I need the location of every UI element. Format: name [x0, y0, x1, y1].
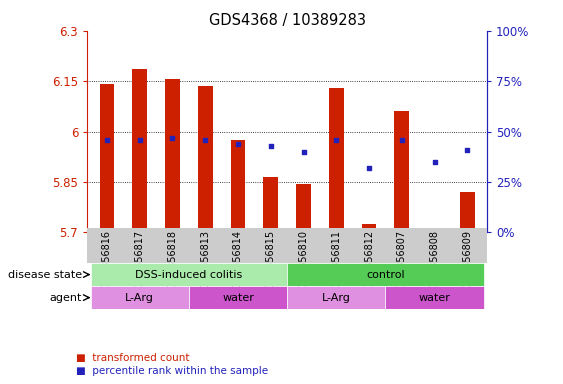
Point — [135, 136, 144, 142]
Bar — [91, 263, 287, 286]
Text: L-Arg: L-Arg — [322, 293, 351, 303]
Point — [266, 142, 275, 149]
Bar — [296, 184, 311, 232]
Text: GSM856813: GSM856813 — [200, 230, 210, 289]
Text: DSS-induced colitis: DSS-induced colitis — [135, 270, 243, 280]
Bar — [329, 88, 343, 232]
Title: GDS4368 / 10389283: GDS4368 / 10389283 — [209, 13, 365, 28]
Text: GSM856811: GSM856811 — [331, 230, 341, 289]
Bar — [460, 192, 475, 232]
Text: disease state: disease state — [7, 270, 82, 280]
Bar — [198, 86, 213, 232]
Text: L-Arg: L-Arg — [125, 293, 154, 303]
Text: GSM856814: GSM856814 — [233, 230, 243, 289]
Text: GSM856809: GSM856809 — [462, 230, 472, 289]
Bar — [91, 286, 189, 309]
Point — [299, 149, 308, 155]
Text: control: control — [366, 270, 405, 280]
Bar — [287, 263, 484, 286]
Text: GSM856808: GSM856808 — [430, 230, 440, 289]
Point — [102, 136, 111, 142]
Point — [364, 165, 373, 171]
Text: GSM856818: GSM856818 — [167, 230, 177, 289]
Bar — [231, 140, 245, 232]
Text: GSM856810: GSM856810 — [298, 230, 309, 289]
Bar — [427, 231, 442, 232]
Bar — [395, 111, 409, 232]
Bar — [361, 224, 377, 232]
Text: GSM856817: GSM856817 — [135, 230, 145, 289]
Text: GSM856816: GSM856816 — [102, 230, 112, 289]
Bar — [165, 79, 180, 232]
Point — [463, 147, 472, 153]
Text: GSM856815: GSM856815 — [266, 230, 276, 289]
Text: GSM856812: GSM856812 — [364, 230, 374, 289]
Bar — [263, 177, 278, 232]
Point — [234, 141, 243, 147]
Bar — [132, 70, 147, 232]
Bar — [386, 286, 484, 309]
Point — [201, 136, 210, 142]
Text: water: water — [419, 293, 450, 303]
Point — [430, 159, 439, 165]
Text: GSM856807: GSM856807 — [397, 230, 407, 289]
Text: agent: agent — [49, 293, 82, 303]
Bar — [189, 286, 287, 309]
Point — [397, 136, 406, 142]
Bar — [287, 286, 386, 309]
Text: water: water — [222, 293, 254, 303]
Text: ■  transformed count: ■ transformed count — [76, 353, 190, 363]
Point — [168, 134, 177, 141]
Point — [332, 136, 341, 142]
Text: ■  percentile rank within the sample: ■ percentile rank within the sample — [76, 366, 268, 376]
Bar — [100, 84, 114, 232]
